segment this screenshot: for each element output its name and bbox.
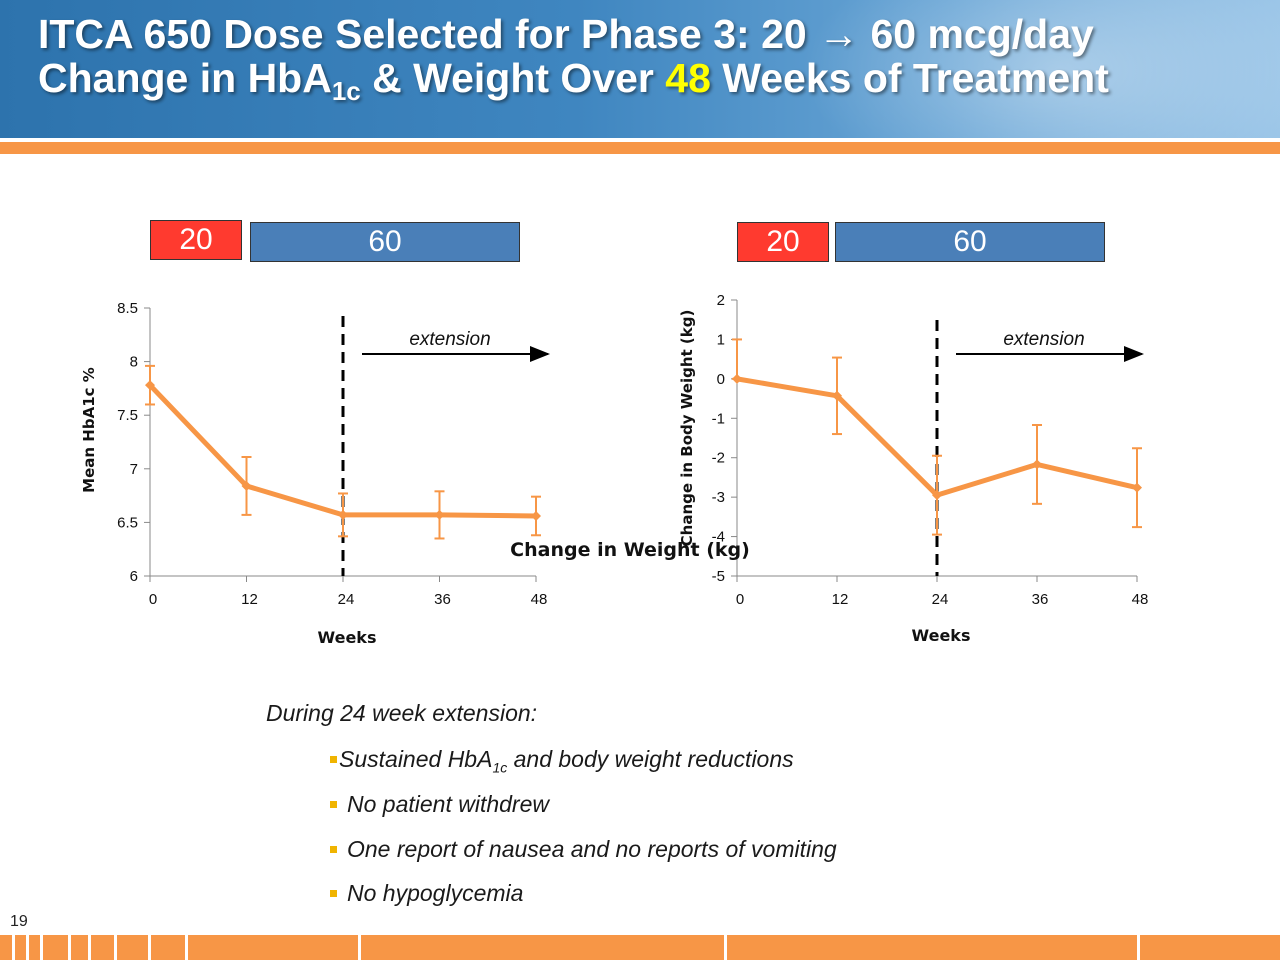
dose-box-left-60: 60 xyxy=(250,222,520,262)
footer-bar xyxy=(0,935,1280,960)
summary-item-1: Sustained HbA1c and body weight reductio… xyxy=(330,746,794,776)
x-axis-label: Weeks xyxy=(318,628,377,647)
data-point xyxy=(932,490,942,501)
summary-item-1-a: Sustained HbA xyxy=(339,746,493,772)
y-tick-label: -4 xyxy=(712,529,725,546)
x-tick-label: 36 xyxy=(1032,591,1049,608)
title-line-1: ITCA 650 Dose Selected for Phase 3: 20 →… xyxy=(38,11,1094,57)
dose-box-left-20: 20 xyxy=(150,220,242,260)
footer-tick xyxy=(185,935,188,960)
x-tick-label: 0 xyxy=(149,591,157,608)
title-highlight: 48 xyxy=(665,55,711,101)
title-part-a: Change in HbA xyxy=(38,55,332,101)
y-tick-label: 2 xyxy=(717,292,725,309)
y-axis-label: Mean HbA1c % xyxy=(80,367,98,493)
title-part-c: Weeks of Treatment xyxy=(710,55,1109,101)
banner-shine xyxy=(800,0,1280,138)
y-tick-label: 8 xyxy=(130,354,138,371)
summary-item-4-text: No hypoglycemia xyxy=(347,880,524,906)
y-tick-label: 7 xyxy=(130,461,138,478)
y-axis-label: Change in Body Weight (kg) xyxy=(678,310,696,547)
x-tick-label: 36 xyxy=(434,591,451,608)
title-banner: ITCA 650 Dose Selected for Phase 3: 20 →… xyxy=(0,0,1280,138)
extension-label: extension xyxy=(409,329,490,350)
summary-item-2: No patient withdrew xyxy=(330,791,549,818)
summary-item-2-text: No patient withdrew xyxy=(347,791,549,817)
footer-tick xyxy=(40,935,43,960)
y-tick-label: 8.5 xyxy=(117,300,138,317)
footer-tick xyxy=(1137,935,1140,960)
summary-item-3: One report of nausea and no reports of v… xyxy=(330,836,837,863)
footer-tick xyxy=(148,935,151,960)
data-point xyxy=(1132,482,1142,493)
footer-tick xyxy=(724,935,727,960)
y-tick-label: -1 xyxy=(712,410,725,427)
footer-tick xyxy=(358,935,361,960)
slide-number: 19 xyxy=(10,913,28,930)
header-divider xyxy=(0,138,1280,142)
x-tick-label: 48 xyxy=(1132,591,1149,608)
y-tick-label: -3 xyxy=(712,489,725,506)
y-tick-label: -2 xyxy=(712,450,725,467)
title-part-b: & Weight Over xyxy=(360,55,666,101)
data-point xyxy=(241,480,252,491)
data-point xyxy=(1032,459,1042,470)
data-point xyxy=(434,509,445,520)
y-tick-label: 0 xyxy=(717,371,725,388)
footer-tick xyxy=(114,935,117,960)
y-tick-label: 1 xyxy=(717,331,725,348)
summary-item-3-text: One report of nausea and no reports of v… xyxy=(347,836,837,862)
orange-rule xyxy=(0,142,1280,154)
x-tick-label: 12 xyxy=(241,591,258,608)
bullet-square-icon xyxy=(330,756,337,763)
slide-title: ITCA 650 Dose Selected for Phase 3: 20 →… xyxy=(38,11,1109,104)
bullet-square-icon xyxy=(330,801,337,808)
footer-tick xyxy=(26,935,29,960)
summary-item-4: No hypoglycemia xyxy=(330,880,523,907)
chart-subtitle: Change in Weight (kg) xyxy=(510,539,750,561)
x-tick-label: 48 xyxy=(531,591,548,608)
x-tick-label: 12 xyxy=(832,591,849,608)
footer-tick xyxy=(88,935,91,960)
y-tick-label: 6 xyxy=(130,568,138,585)
footer-tick xyxy=(12,935,15,960)
title-subscript: 1c xyxy=(331,76,361,106)
footer-tick xyxy=(68,935,71,960)
extension-label: extension xyxy=(1003,329,1084,350)
y-tick-label: 6.5 xyxy=(117,514,138,531)
y-tick-label: 7.5 xyxy=(117,407,138,424)
data-point xyxy=(832,390,842,401)
hba1c-chart: 6 6.5 7 7.5 8 8.5 0 12 24 36 48 Weeks Mean HbA1c % ex… xyxy=(80,300,550,647)
y-tick-label: -5 xyxy=(712,568,725,585)
x-axis-label: Weeks xyxy=(912,626,971,645)
summary-item-1-sub: 1c xyxy=(492,759,508,776)
data-point xyxy=(531,510,541,521)
x-tick-label: 24 xyxy=(338,591,355,608)
data-point xyxy=(732,373,742,384)
bullet-square-icon xyxy=(330,890,337,897)
bullet-square-icon xyxy=(330,846,337,853)
dose-box-right-20: 20 xyxy=(737,222,829,262)
x-tick-label: 0 xyxy=(736,591,744,608)
data-point xyxy=(145,380,155,391)
x-tick-label: 24 xyxy=(932,591,949,608)
dose-box-right-60: 60 xyxy=(835,222,1105,262)
summary-intro: During 24 week extension: xyxy=(266,700,538,726)
title-line-2: Change in HbA1c & Weight Over 48 Weeks o… xyxy=(38,55,1109,104)
summary-item-1-b: and body weight reductions xyxy=(507,746,794,772)
data-point xyxy=(338,509,348,520)
